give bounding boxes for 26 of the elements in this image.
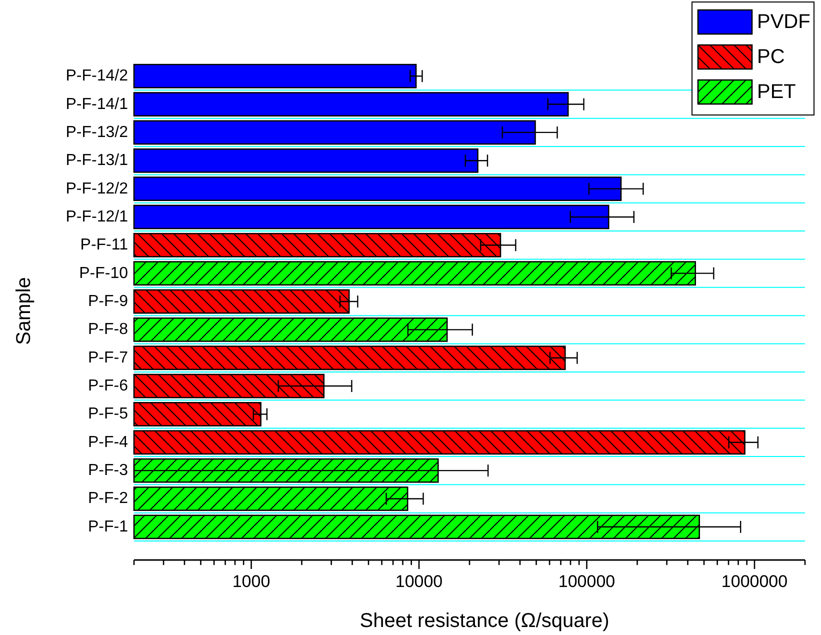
- y-tick-label: P-F-12/2: [66, 180, 128, 198]
- y-tick-label: P-F-2: [88, 490, 128, 508]
- y-axis-title: Sample: [13, 277, 35, 345]
- y-tick-label: P-F-14/2: [66, 68, 128, 85]
- y-tick-label: P-F-9: [88, 293, 128, 310]
- y-tick-label: P-F-4: [88, 434, 128, 451]
- y-tick-label: P-F-3: [88, 462, 128, 480]
- x-tick-label: 10000: [395, 572, 443, 591]
- legend-label: PET: [757, 81, 796, 103]
- x-tick-label: 1000000: [721, 572, 788, 591]
- y-tick-label: P-F-5: [88, 406, 128, 423]
- y-tick-label: P-F-10: [79, 264, 128, 282]
- legend-label: PVDF: [757, 11, 810, 33]
- legend-label: PC: [757, 46, 785, 68]
- y-tick-label: P-F-11: [80, 236, 128, 254]
- y-tick-label: P-F-1: [88, 518, 128, 536]
- y-tick-label: P-F-8: [88, 321, 128, 338]
- y-tick-label: P-F-6: [88, 378, 128, 395]
- x-tick-label: 1000: [232, 572, 270, 591]
- y-tick-label: P-F-14/1: [66, 96, 128, 113]
- y-tick-label: P-F-13/2: [66, 124, 128, 141]
- y-tick-label: P-F-13/1: [66, 152, 128, 170]
- x-tick-label: 100000: [558, 572, 616, 591]
- y-tick-label: P-F-7: [88, 349, 128, 366]
- x-axis-title: Sheet resistance (Ω/square): [360, 610, 610, 632]
- y-tick-label: P-F-12/1: [66, 208, 128, 226]
